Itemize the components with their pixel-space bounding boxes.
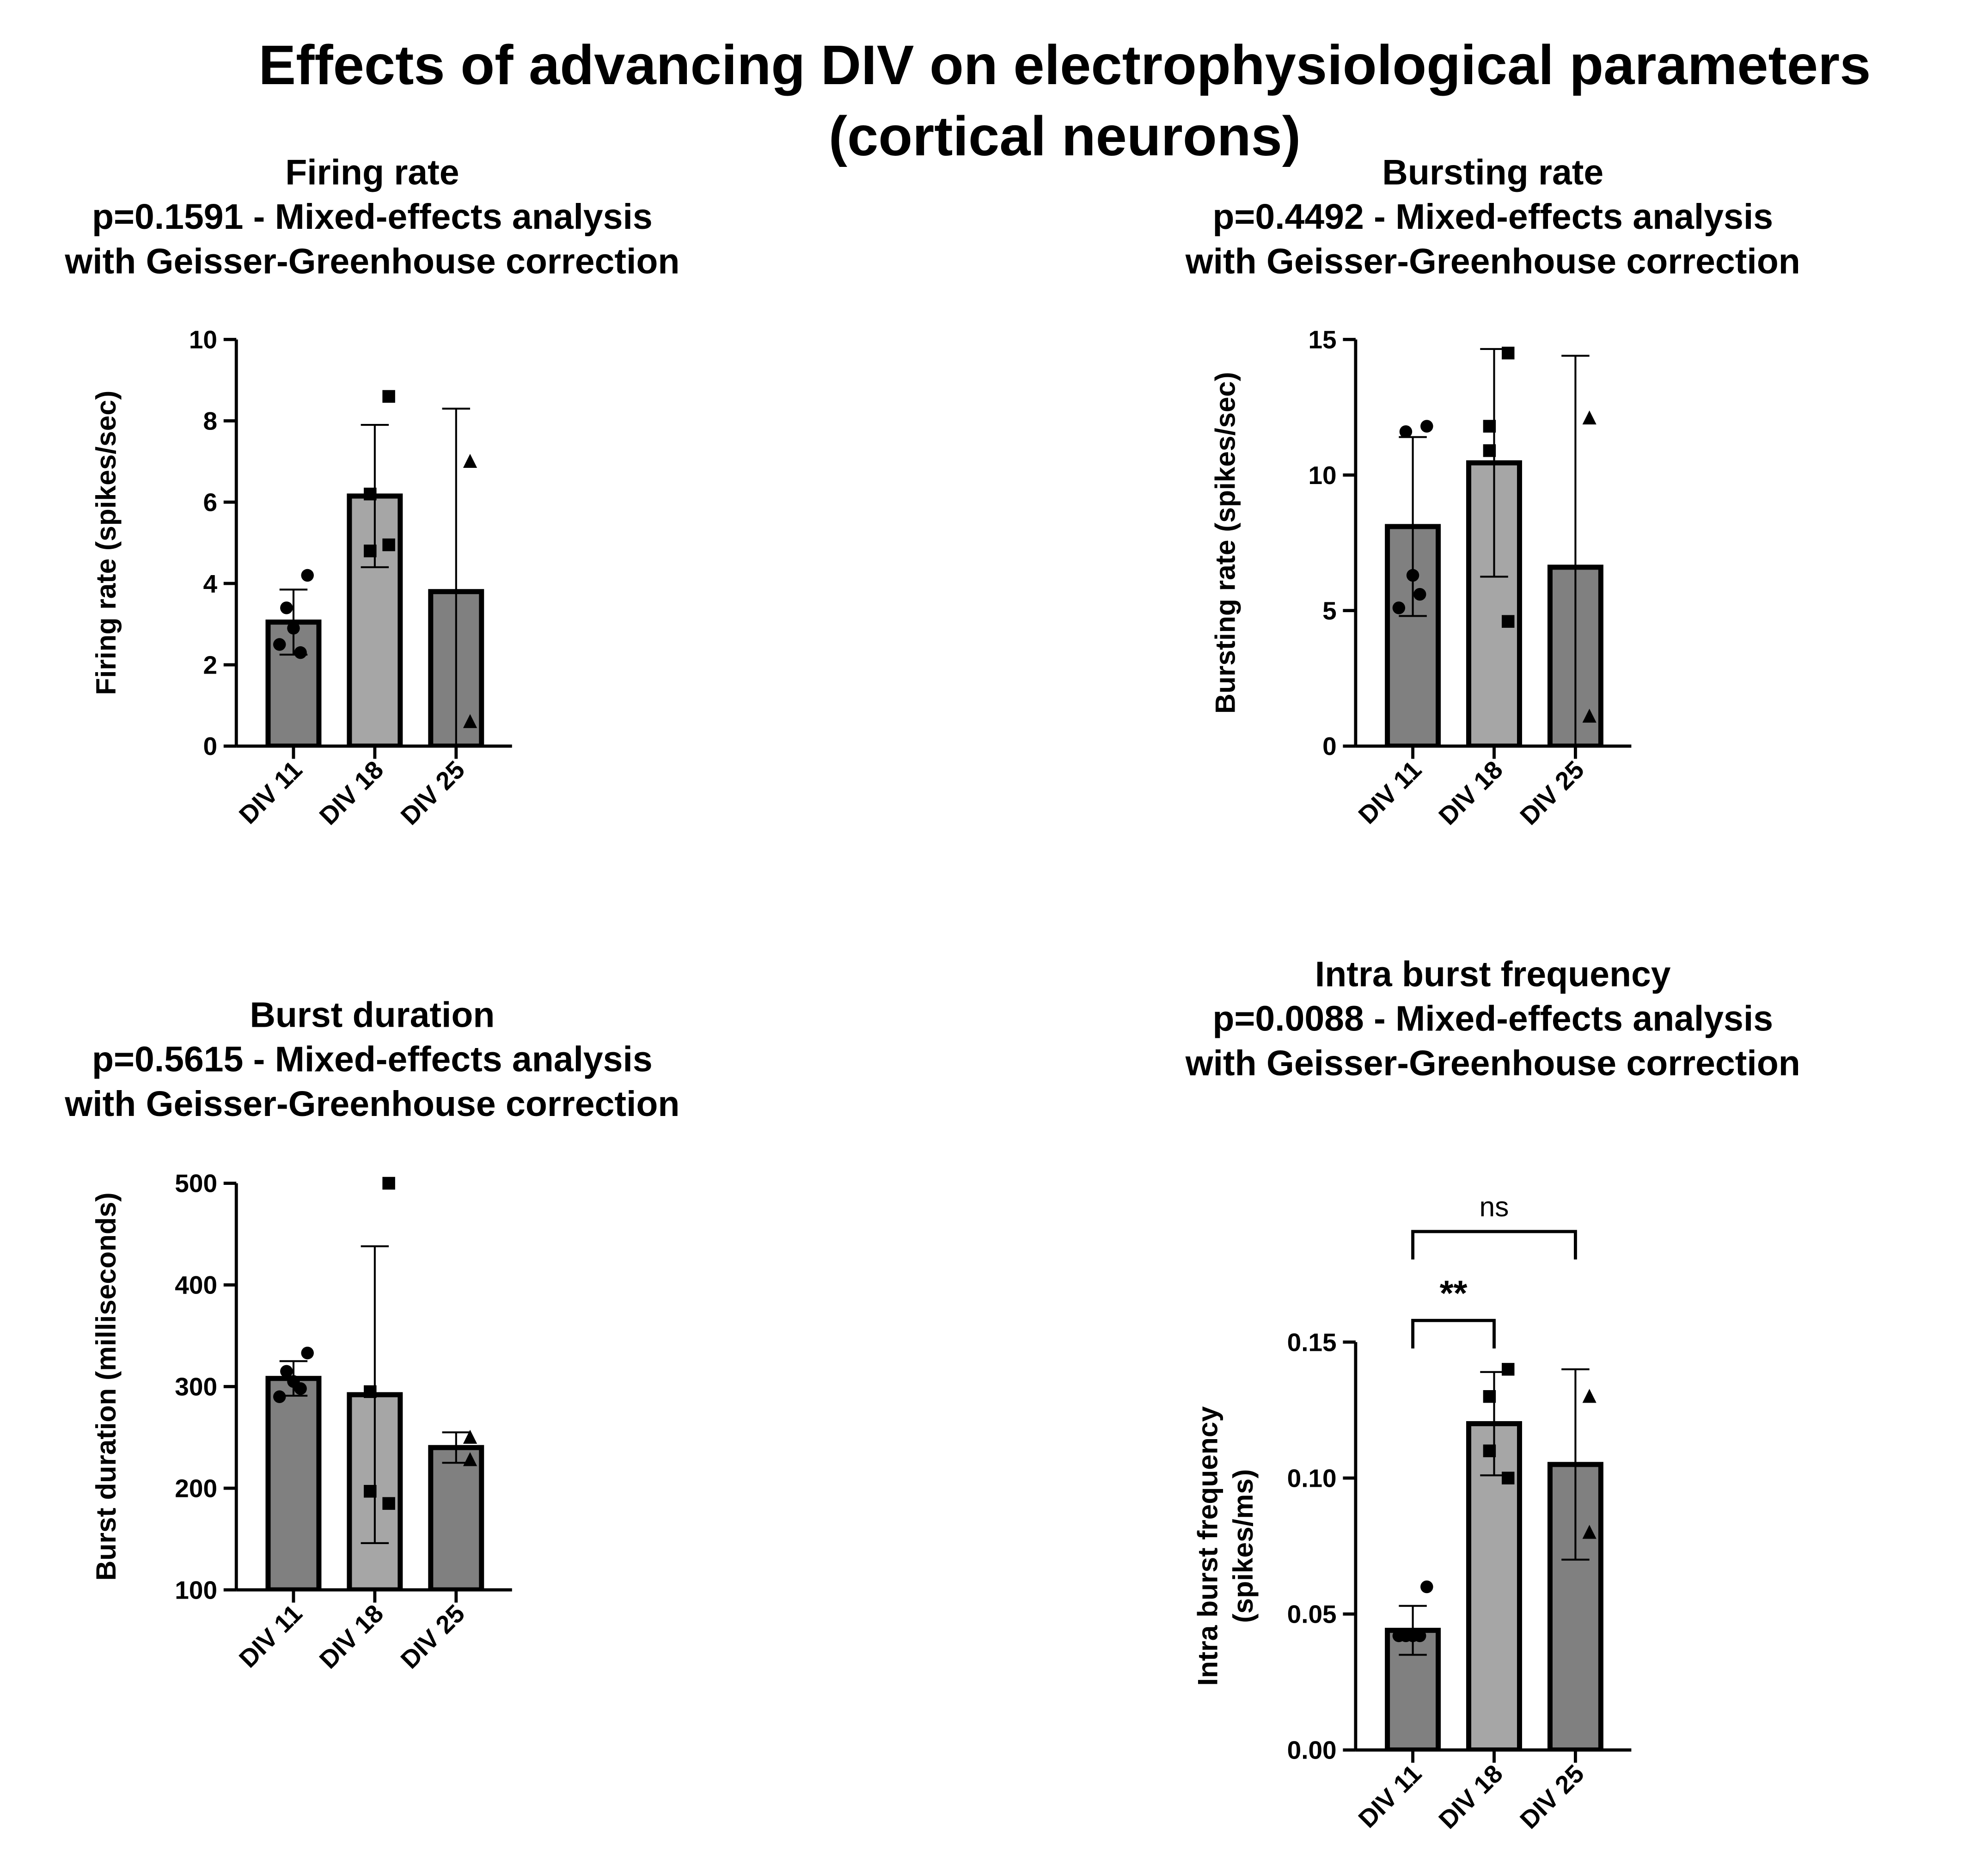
y-axis-label: Burst duration (milliseconds) [90,1192,122,1581]
data-point [1501,346,1515,360]
data-point [294,1382,307,1395]
y-axis-label: Firing rate (spikes/sec) [90,391,122,695]
chart-subtitle: with Geisser-Greenhouse correction [1185,241,1800,281]
bar [265,1376,322,1590]
y-tick-label: 0.00 [1287,1736,1337,1765]
y-axis-label: Intra burst frequency [1192,1406,1223,1686]
data-point [1582,410,1597,425]
chart-subtitle: p=0.1591 - Mixed-effects analysis [92,197,653,237]
data-point [280,1365,293,1378]
y-axis-label: Bursting rate (spikes/sec) [1210,372,1241,713]
y-tick-label: 0.05 [1287,1600,1337,1629]
chart-subtitle: p=0.4492 - Mixed-effects analysis [1212,197,1773,237]
chart-subtitle: with Geisser-Greenhouse correction [64,241,679,281]
y-tick-label: 15 [1308,325,1336,354]
data-point [463,1429,477,1444]
data-point [301,1346,314,1360]
x-tick-label: DIV 18 [1433,1759,1508,1834]
data-point [294,646,307,659]
data-point [1399,425,1413,438]
bar [428,1445,484,1590]
significance-bracket [1411,1318,1496,1349]
data-point [1582,1389,1597,1403]
data-point [1392,601,1406,614]
data-point [382,538,395,552]
data-point [463,454,477,468]
x-tick-label: DIV 25 [1514,755,1590,831]
significance-label: ** [1440,1273,1468,1313]
y-tick-label: 400 [175,1271,217,1300]
data-point [273,1390,286,1404]
data-point [1413,1629,1426,1643]
x-tick-label: DIV 25 [395,1599,471,1674]
y-tick-label: 0.15 [1287,1328,1337,1356]
data-point [1582,708,1597,723]
chart-subtitle: with Geisser-Greenhouse correction [1185,1043,1800,1083]
data-point [382,390,395,403]
data-point [1483,1390,1496,1403]
x-tick-label: DIV 25 [1514,1759,1590,1834]
y-tick-label: 6 [203,488,217,516]
chart-title: Burst duration [250,995,495,1035]
y-tick-label: 100 [175,1576,217,1604]
figure-title: Effects of advancing DIV on electrophysi… [258,34,1871,96]
y-tick-label: 0.10 [1287,1464,1337,1492]
y-tick-label: 4 [203,569,217,598]
y-tick-label: 2 [203,650,217,679]
y-tick-label: 5 [1322,596,1337,625]
x-tick-label: DIV 11 [233,755,308,830]
x-tick-label: DIV 11 [1353,755,1427,830]
data-point [1483,444,1496,457]
significance-label: ns [1480,1191,1509,1222]
data-point [1406,569,1419,582]
x-tick-label: DIV 11 [233,1599,308,1674]
data-point [273,638,286,651]
y-axis-label: (spikes/ms) [1227,1469,1259,1623]
data-point [1501,1471,1515,1484]
x-tick-label: DIV 18 [1433,755,1508,831]
data-point [280,601,293,614]
y-tick-label: 0 [203,732,217,760]
chart-subtitle: with Geisser-Greenhouse correction [64,1084,679,1124]
data-point [364,1385,377,1398]
data-point [364,544,377,558]
data-point [1483,1444,1496,1458]
data-point [1420,1580,1433,1594]
x-tick-label: DIV 25 [395,755,471,831]
y-tick-label: 10 [1308,461,1336,490]
x-tick-label: DIV 18 [314,755,389,831]
chart-subtitle: p=0.5615 - Mixed-effects analysis [92,1040,653,1079]
significance-bracket [1411,1230,1577,1260]
chart-subtitle: p=0.0088 - Mixed-effects analysis [1212,999,1773,1039]
data-point [463,714,477,728]
data-point [1483,420,1496,433]
y-tick-label: 500 [175,1169,217,1198]
data-point [364,1485,377,1498]
data-point [364,487,377,501]
chart-title: Bursting rate [1382,153,1603,192]
y-tick-label: 200 [175,1474,217,1502]
data-point [463,1452,477,1466]
y-tick-label: 8 [203,407,217,435]
chart-title: Firing rate [285,153,459,192]
data-point [1501,615,1515,628]
data-point [1413,588,1426,601]
data-point [382,1497,395,1510]
chart-title: Intra burst frequency [1315,954,1671,994]
y-tick-label: 10 [189,325,217,354]
x-tick-label: DIV 11 [1353,1759,1427,1833]
x-tick-label: DIV 18 [314,1599,389,1674]
y-tick-label: 0 [1322,732,1337,760]
y-tick-label: 300 [175,1373,217,1401]
data-point [1420,420,1433,433]
data-point [1582,1525,1597,1539]
data-point [1392,1629,1406,1643]
data-point [382,1177,395,1190]
figure-title: (cortical neurons) [829,105,1301,167]
data-point [287,622,300,635]
data-point [1501,1363,1515,1376]
data-point [301,569,314,582]
